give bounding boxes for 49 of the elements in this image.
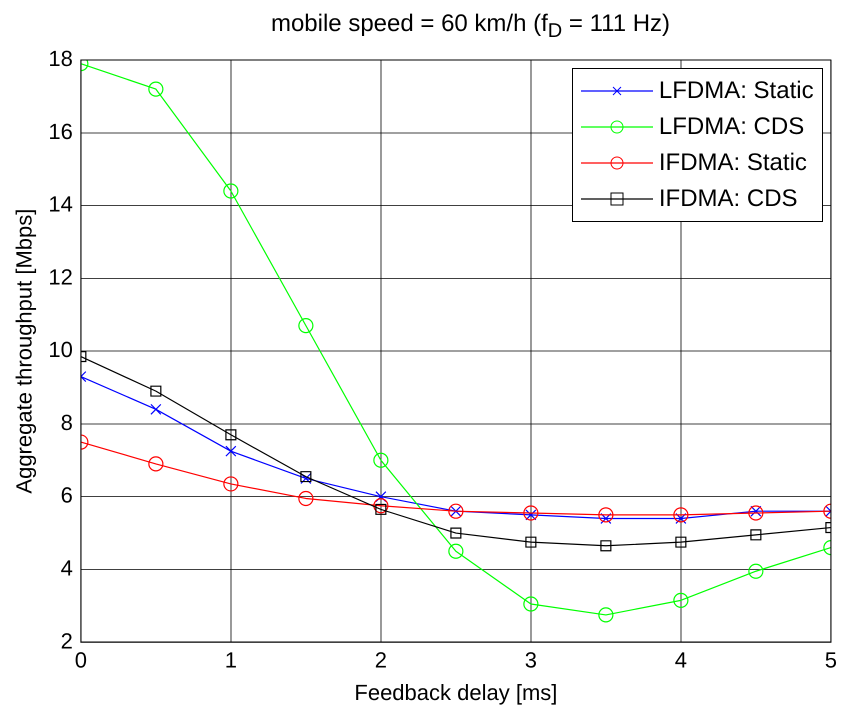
point	[750, 529, 762, 540]
y-tick-label: 16	[48, 118, 73, 144]
y-tick-label: 10	[48, 337, 73, 362]
point	[223, 476, 238, 492]
y-tick-label: 12	[48, 264, 73, 290]
point	[148, 456, 164, 472]
x-tick-label: 2	[374, 647, 387, 672]
point	[448, 544, 464, 559]
point	[600, 540, 612, 552]
point	[673, 592, 688, 608]
y-tick-label: 18	[48, 46, 73, 72]
point	[598, 507, 614, 522]
point	[373, 452, 388, 468]
y-axis-title: Aggregate throughput [Mbps]	[11, 208, 36, 494]
point	[225, 429, 236, 440]
x-tick-label: 5	[824, 647, 838, 672]
y-tick-label: 6	[60, 482, 73, 508]
x-tick-label: 4	[674, 647, 688, 672]
point	[298, 490, 314, 506]
point	[375, 491, 386, 502]
legend-label: LFDMA: Static	[658, 77, 814, 105]
legend-label: LFDMA: CDS	[658, 113, 804, 141]
point	[298, 318, 314, 334]
point	[748, 564, 764, 579]
point	[523, 505, 538, 521]
point	[150, 386, 162, 397]
point	[523, 596, 538, 612]
legend-label: IFDMA: Static	[658, 149, 807, 177]
chart-title: mobile speed = 60 km/h (f$_{D}$ = 111 Hz)	[270, 10, 672, 43]
x-axis-title: Feedback delay [ms]	[354, 680, 558, 705]
legend-label: IFDMA: CDS	[658, 185, 798, 213]
x-tick-label: 3	[524, 647, 538, 672]
y-tick-label: 4	[60, 555, 73, 580]
point	[223, 183, 238, 199]
point	[525, 536, 536, 548]
y-tick-label: 14	[48, 192, 73, 217]
point	[675, 536, 686, 548]
point	[598, 607, 614, 623]
x-tick-label: 0	[74, 647, 87, 672]
point	[148, 82, 164, 97]
point	[373, 498, 388, 514]
y-tick-label: 2	[60, 628, 73, 654]
point	[748, 505, 764, 521]
x-tick-label: 1	[224, 647, 237, 672]
point	[450, 527, 462, 539]
y-tick-label: 8	[60, 410, 73, 435]
point	[673, 507, 688, 522]
point	[225, 446, 236, 457]
point	[150, 404, 162, 415]
